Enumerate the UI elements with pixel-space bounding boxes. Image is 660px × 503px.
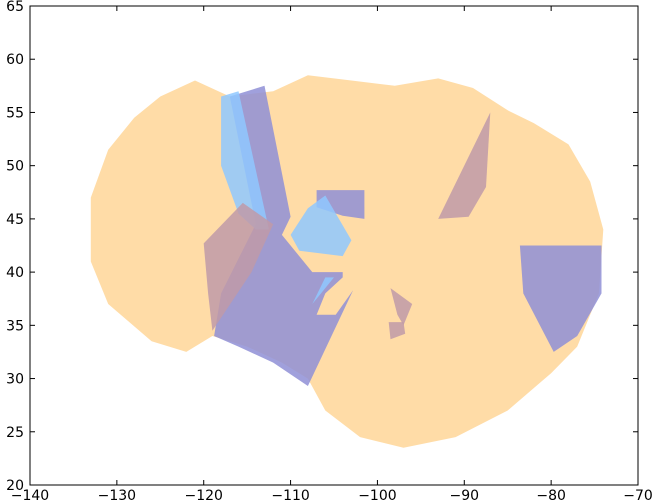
x-tick-label: −110 (271, 488, 309, 503)
x-tick-label: −120 (184, 488, 222, 503)
x-tick-label: −70 (623, 488, 653, 503)
region-mauve-9 (390, 288, 413, 326)
region-mauve-8 (438, 112, 491, 219)
y-tick-label: 25 (6, 425, 24, 441)
plot-frame (29, 5, 639, 486)
y-tick-label: 55 (6, 105, 24, 121)
x-tick-label: −140 (11, 488, 49, 503)
y-tick-label: 40 (6, 265, 24, 281)
y-tick-label: 65 (6, 0, 24, 15)
x-tick-label: −80 (536, 488, 566, 503)
y-tick-label: 60 (6, 52, 24, 68)
y-tick-label: 50 (6, 159, 24, 175)
region-mauve-10 (388, 322, 406, 340)
axes-layer: −140 −130 −120 −110 −100 −90 −80 −70 20 25 30 35 40 4… (6, 0, 653, 503)
y-tick-label: 35 (6, 318, 24, 334)
x-tick-label: −90 (450, 488, 480, 503)
region-light_blue-6 (312, 277, 334, 304)
region-light_blue-4 (221, 91, 269, 230)
y-tick-label: 20 (6, 478, 24, 494)
region-light_blue-5 (290, 195, 352, 257)
regions-layer (90, 75, 604, 448)
region-mauve-7 (203, 202, 274, 331)
x-tick-label: −130 (98, 488, 136, 503)
y-tick-label: 30 (6, 372, 24, 388)
region-blue-2 (316, 190, 365, 219)
region-blue-3 (519, 245, 602, 352)
x-tick-label: −100 (358, 488, 396, 503)
y-tick-label: 45 (6, 212, 24, 228)
